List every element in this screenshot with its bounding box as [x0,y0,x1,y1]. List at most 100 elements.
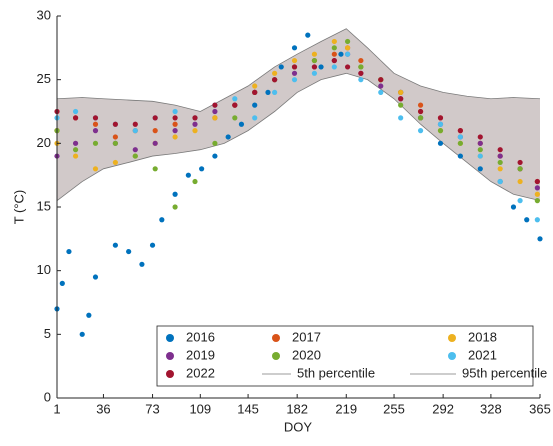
data-point [232,102,238,108]
x-tick-label: 328 [480,401,502,416]
y-tick-label: 15 [37,198,51,213]
legend-marker [448,334,456,342]
data-point [112,159,118,166]
data-point [172,108,178,115]
data-point [212,115,218,121]
legend-label: 2018 [468,329,497,344]
legend-label: 2020 [292,347,321,362]
data-point [92,140,99,146]
x-tick-label: 1 [53,401,60,416]
data-point [417,115,424,121]
data-point [311,51,318,57]
data-point [537,236,543,242]
data-point [358,77,364,83]
data-point [212,108,218,115]
data-point [291,45,298,51]
data-point [437,115,444,121]
x-tick-label: 255 [383,401,405,416]
y-tick-label: 10 [37,262,51,277]
data-point [477,147,483,153]
data-point [477,140,483,146]
x-tick-label: 365 [529,401,551,416]
data-point [126,248,132,255]
data-point [437,121,444,127]
legend-marker [272,352,280,360]
data-point [398,89,404,95]
data-point [92,128,99,134]
data-point [497,178,503,185]
data-point [72,153,79,159]
legend-box [156,325,534,387]
data-point [225,134,231,140]
data-point [172,115,178,121]
data-point [199,166,205,172]
legend-label: 5th percentile [297,365,375,380]
data-point [212,140,218,146]
legend-marker [166,370,174,378]
data-point [86,312,92,318]
data-point [72,147,79,153]
data-point [112,134,118,140]
percentile-line [56,28,541,112]
data-point [152,128,158,134]
y-tick-label: 25 [37,71,51,86]
data-point [358,70,364,76]
y-tick-label: 30 [37,7,51,22]
data-point [172,134,178,140]
data-point [457,128,463,134]
data-point [152,166,158,172]
data-point [417,108,424,115]
data-point [524,217,530,223]
x-tick-label: 182 [286,401,308,416]
data-point [534,185,540,191]
data-point [172,121,178,127]
data-point [192,128,198,134]
data-point [534,191,540,197]
data-point [272,70,278,76]
y-tick-label: 0 [44,389,51,404]
data-point [311,70,318,76]
legend-label: 2021 [468,347,497,362]
data-point [192,121,198,127]
data-point [72,108,79,115]
data-point [92,274,99,280]
legend-label: 2022 [186,365,215,380]
data-point [132,153,138,159]
y-tick-label: 5 [44,326,51,341]
data-point [149,242,156,248]
legend-marker [166,334,174,342]
data-point [457,134,463,140]
data-point [212,102,218,108]
data-point [398,102,404,108]
data-point [92,115,99,121]
y-axis-label: T (°C) [11,190,26,225]
data-point [252,83,258,89]
data-point [291,77,298,83]
data-point [318,64,324,70]
data-point [132,121,138,127]
data-point [331,38,337,45]
data-point [192,178,198,185]
data-point [457,140,463,146]
x-tick-label: 145 [237,401,259,416]
data-point [232,115,238,121]
data-point [92,166,99,172]
x-tick-label: 73 [145,401,159,416]
data-point [477,134,483,140]
data-point [517,159,523,166]
data-point [378,89,384,95]
data-point [272,77,278,83]
data-point [534,178,540,185]
data-point [534,217,540,223]
data-point [497,166,503,172]
data-point [477,153,483,159]
data-point [305,32,311,38]
x-tick-label: 292 [432,401,454,416]
data-point [344,64,351,70]
legend-label: 2016 [186,329,215,344]
data-point [72,140,79,146]
legend-marker [272,334,280,342]
data-point [497,159,503,166]
data-point [252,115,258,121]
data-point [172,204,178,210]
